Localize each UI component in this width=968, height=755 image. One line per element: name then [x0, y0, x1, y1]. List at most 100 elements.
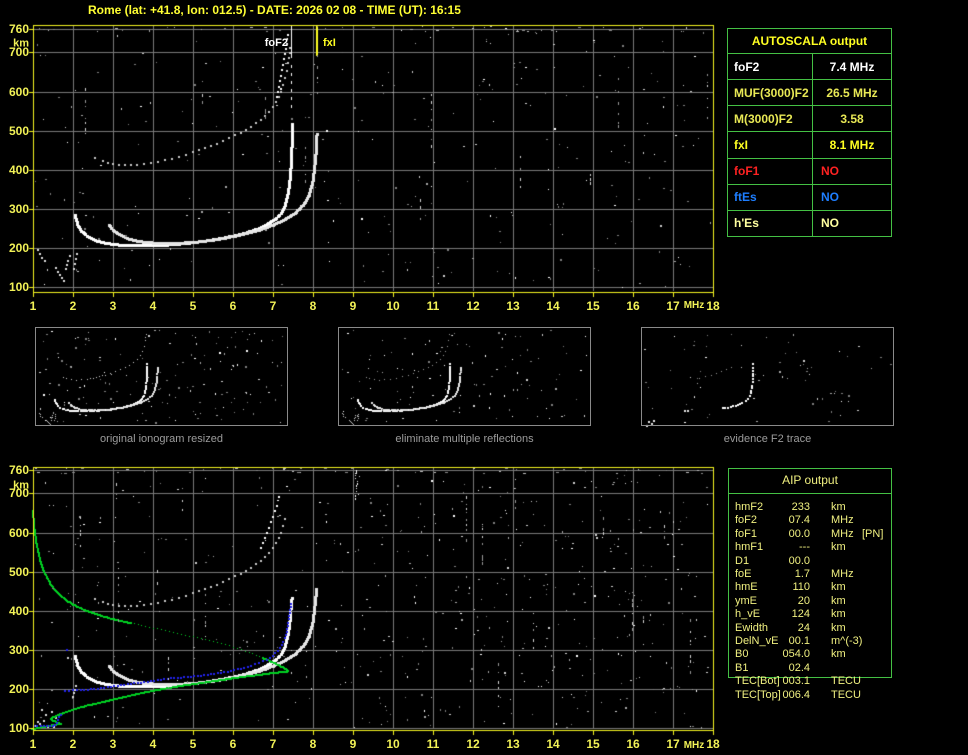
aip-row: hmF2 233 km: [728, 501, 898, 514]
tick-label: 10: [386, 299, 400, 313]
parameter-name: hmE: [735, 581, 758, 594]
autoscala-table-header: AUTOSCALA output: [751, 34, 868, 48]
tick-label: 11: [426, 299, 440, 313]
tick-label: 16: [626, 737, 640, 751]
tick-label: 7: [269, 299, 277, 313]
parameter-name: hmF1: [735, 541, 764, 554]
tick-label: 5: [189, 299, 197, 313]
tick-label: 17: [666, 299, 680, 313]
parameter-unit: m^(-3): [831, 635, 863, 647]
aip-row: B1 02.4: [728, 662, 898, 675]
aip-row: h_vE 124 km: [728, 608, 898, 621]
fxi-marker-label: fxI: [323, 37, 336, 49]
parameter-value: 24: [797, 621, 810, 634]
parameter-unit: km: [831, 621, 846, 634]
tick-label: 400: [8, 162, 29, 177]
parameter-unit: km: [831, 608, 846, 621]
parameter-value: 7.4 MHz: [829, 59, 875, 74]
autoscala-row: ftEs NO: [728, 183, 891, 210]
parameter-value: 003.1: [782, 675, 810, 688]
parameter-name: B0: [735, 648, 749, 661]
tick-label: 500: [8, 564, 29, 579]
tick-label: 1: [29, 299, 37, 313]
parameter-name: foF1: [735, 527, 758, 540]
x-axis-unit-top: MHz: [683, 300, 705, 311]
parameter-name: Ewidth: [735, 621, 769, 634]
tick-label: 3: [109, 299, 117, 313]
parameter-name: M(3000)F2: [728, 106, 813, 132]
tick-label: 13: [506, 737, 520, 751]
tick-label: 14: [546, 737, 560, 751]
y-axis-unit-top: km: [13, 37, 29, 50]
parameter-name: h_vE: [735, 608, 761, 621]
tick-label: 13: [506, 299, 520, 313]
parameter-value: NO: [821, 216, 839, 231]
parameter-name: TEC[Bot]: [735, 675, 780, 688]
tick-label: 760: [8, 21, 29, 36]
tick-label: 100: [8, 280, 29, 294]
thumbnail-caption-3: evidence F2 trace: [723, 433, 812, 445]
x-axis-unit-bottom: MHz: [683, 740, 705, 751]
parameter-value: 02.4: [788, 661, 810, 674]
autoscala-output-table: AUTOSCALA output foF2 7.4 MHz MUF(3000)F2 2…: [727, 28, 892, 237]
tick-label: 18: [706, 737, 720, 751]
tick-label: 760: [8, 462, 29, 477]
aip-row: B0 054.0 km: [728, 648, 898, 661]
y-axis-unit-bottom: km: [13, 479, 29, 492]
parameter-value: 07.4: [788, 514, 810, 527]
parameter-name: hmF2: [735, 501, 764, 513]
tick-label: 10: [386, 737, 400, 751]
tick-label: 9: [349, 299, 357, 313]
tick-label: 15: [586, 299, 600, 313]
tick-label: 100: [8, 721, 29, 735]
tick-label: 8: [309, 299, 317, 313]
tick-label: 14: [546, 299, 560, 313]
parameter-value: 00.0: [788, 554, 810, 567]
aip-output-table-border: [728, 468, 892, 678]
tick-label: 16: [626, 299, 640, 313]
autoscala-row: foF1 NO: [728, 157, 891, 184]
tick-label: 2: [69, 737, 77, 751]
tick-label: 200: [8, 681, 29, 696]
aip-row: foF1 00.0 MHz [PN]: [728, 528, 898, 541]
aip-row: foF2 07.4 MHz: [728, 514, 898, 527]
tick-label: 11: [426, 737, 440, 751]
parameter-name: foF1: [728, 158, 813, 184]
tick-label: 15: [586, 737, 600, 751]
tick-label: 3: [109, 737, 117, 751]
parameter-unit: km: [831, 594, 846, 607]
tick-label: 9: [349, 737, 357, 751]
aip-row: TEC[Bot] 003.1 TECU: [728, 675, 898, 688]
parameter-value: NO: [821, 164, 839, 179]
parameter-name: D1: [735, 554, 750, 567]
page-title: Rome (lat: +41.8, lon: 012.5) - DATE: 20…: [88, 3, 461, 17]
tick-label: 2: [69, 299, 77, 313]
tick-label: 17: [666, 737, 680, 751]
parameter-name: ftEs: [728, 184, 813, 210]
parameter-unit: km: [831, 648, 846, 661]
parameter-name: foE: [735, 568, 752, 580]
aip-row: D1 00.0: [728, 555, 898, 568]
thumbnail-caption-2: eliminate multiple reflections: [395, 433, 534, 445]
parameter-value: 1.7: [794, 568, 810, 580]
parameter-unit: TECU: [831, 688, 861, 701]
parameter-value: 3.58: [840, 111, 864, 126]
parameter-value: 054.0: [782, 648, 810, 661]
aip-row: hmE 110 km: [728, 581, 898, 594]
parameter-name: ymE: [735, 594, 757, 607]
tick-label: 700: [8, 486, 29, 501]
autoscala-row: h'Es NO: [728, 209, 891, 236]
tick-label: 600: [8, 84, 29, 99]
parameter-unit: TECU: [831, 675, 861, 688]
parameter-unit: km: [831, 501, 846, 513]
aip-row: hmF1 --- km: [728, 541, 898, 554]
parameter-value: 20: [797, 594, 810, 607]
thumbnail-original-ionogram: [35, 327, 288, 426]
parameter-value: 124: [791, 608, 810, 621]
tick-label: 300: [8, 642, 29, 657]
tick-label: 18: [706, 299, 720, 313]
aip-row: foE 1.7 MHz: [728, 568, 898, 581]
parameter-name: fxI: [728, 132, 813, 158]
autoscala-row: M(3000)F2 3.58: [728, 105, 891, 132]
